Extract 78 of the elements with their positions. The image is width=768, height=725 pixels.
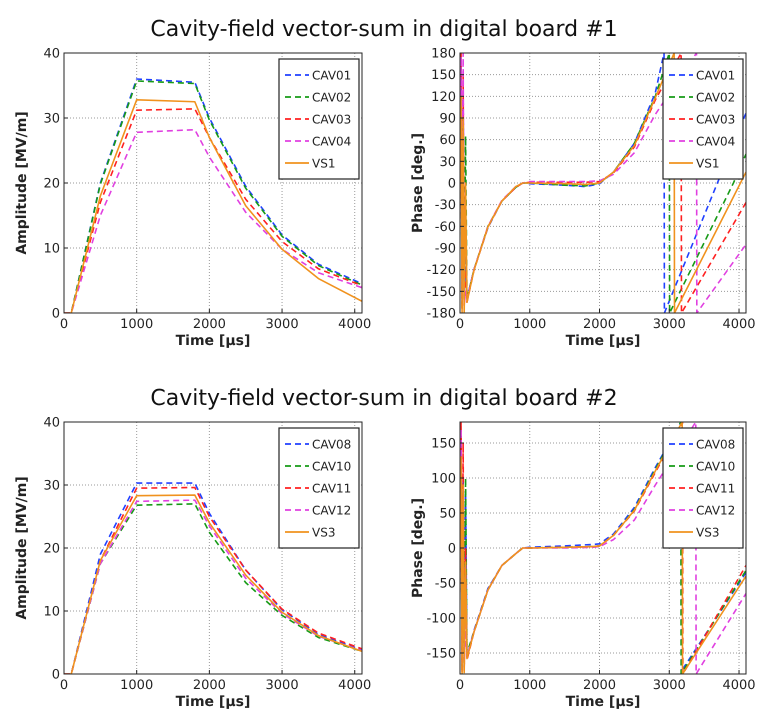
y-tick-label: -100 bbox=[426, 612, 456, 626]
legend-label: CAV02 bbox=[312, 90, 352, 104]
x-axis-title: Time [μs] bbox=[566, 333, 640, 349]
line-series bbox=[460, 53, 746, 313]
x-tick-label: 4000 bbox=[338, 317, 372, 332]
y-axis-title: Phase [deg.] bbox=[410, 132, 426, 234]
x-tick-label: 2000 bbox=[582, 317, 616, 332]
x-tick-label: 2000 bbox=[192, 317, 226, 332]
y-axis-title: Phase [deg.] bbox=[410, 498, 426, 598]
x-tick-label: 4000 bbox=[338, 678, 372, 693]
x-axis-title: Time [μs] bbox=[176, 333, 250, 349]
y-tick-label: -90 bbox=[434, 242, 456, 256]
y-tick-label: 40 bbox=[43, 416, 60, 430]
y-tick-label: -150 bbox=[426, 646, 456, 662]
y-tick-label: 60 bbox=[439, 133, 456, 148]
y-tick-label: 150 bbox=[431, 436, 456, 452]
y-axis-title: Amplitude [MV/m] bbox=[14, 111, 30, 255]
y-tick-label: -50 bbox=[434, 576, 456, 592]
legend-label: VS1 bbox=[312, 156, 336, 170]
y-tick-label: 0 bbox=[52, 306, 60, 322]
y-tick-label: -30 bbox=[434, 198, 456, 214]
legend-label: CAV03 bbox=[312, 112, 352, 126]
legend-label: VS1 bbox=[696, 156, 720, 170]
y-tick-label: -180 bbox=[426, 306, 456, 322]
x-tick-label: 2000 bbox=[192, 678, 226, 693]
legend-label: CAV04 bbox=[312, 134, 352, 148]
x-axis-title: Time [μs] bbox=[176, 694, 250, 710]
legend-label: CAV04 bbox=[696, 134, 736, 148]
y-tick-label: 90 bbox=[439, 112, 456, 126]
chart-title: Cavity-field vector-sum in digital board #2 bbox=[150, 386, 618, 411]
legend-label: CAV12 bbox=[312, 504, 352, 518]
x-tick-label: 1000 bbox=[120, 317, 154, 332]
y-tick-label: 0 bbox=[52, 668, 60, 682]
x-tick-label: 1000 bbox=[513, 678, 546, 693]
legend-label: CAV11 bbox=[312, 482, 352, 496]
y-tick-label: 20 bbox=[43, 542, 60, 556]
y-tick-label: 30 bbox=[43, 112, 60, 126]
y-tick-label: 0 bbox=[448, 176, 456, 192]
y-tick-label: 30 bbox=[43, 478, 60, 494]
x-tick-label: 1000 bbox=[513, 317, 546, 332]
y-tick-label: -120 bbox=[426, 263, 456, 278]
x-tick-label: 2000 bbox=[582, 678, 616, 693]
legend-label: CAV01 bbox=[696, 68, 736, 82]
x-tick-label: 3000 bbox=[266, 678, 299, 693]
legend-label: CAV08 bbox=[696, 438, 736, 452]
chart-title: Cavity-field vector-sum in digital board #1 bbox=[150, 17, 618, 42]
y-tick-label: -150 bbox=[426, 284, 456, 300]
legend-label: VS3 bbox=[312, 526, 336, 540]
y-tick-label: 180 bbox=[431, 46, 456, 62]
x-tick-label: 3000 bbox=[266, 317, 299, 332]
x-tick-label: 4000 bbox=[722, 678, 756, 693]
legend-label: CAV08 bbox=[312, 438, 352, 452]
y-tick-label: 10 bbox=[43, 242, 60, 256]
legend-label: CAV12 bbox=[696, 504, 736, 518]
y-tick-label: 40 bbox=[43, 46, 60, 62]
legend-label: CAV10 bbox=[696, 460, 736, 474]
legend-label: CAV01 bbox=[312, 68, 352, 82]
x-tick-label: 1000 bbox=[120, 678, 154, 693]
y-tick-label: 30 bbox=[439, 154, 456, 170]
y-tick-label: 50 bbox=[439, 506, 456, 522]
y-tick-label: 20 bbox=[43, 176, 60, 192]
y-tick-label: 100 bbox=[431, 472, 456, 486]
legend-label: VS3 bbox=[696, 526, 720, 540]
legend-label: CAV11 bbox=[696, 482, 736, 496]
x-tick-label: 4000 bbox=[722, 317, 756, 332]
y-tick-label: 0 bbox=[448, 542, 456, 556]
x-tick-label: 3000 bbox=[652, 678, 686, 693]
line-series bbox=[460, 422, 746, 674]
legend-label: CAV10 bbox=[312, 460, 352, 474]
y-tick-label: 150 bbox=[431, 68, 456, 84]
y-tick-label: 10 bbox=[43, 604, 60, 620]
y-axis-title: Amplitude [MV/m] bbox=[14, 476, 30, 620]
legend-label: CAV02 bbox=[696, 90, 736, 104]
y-tick-label: -60 bbox=[434, 220, 456, 235]
x-tick-label: 3000 bbox=[652, 317, 686, 332]
y-tick-label: 120 bbox=[431, 90, 456, 105]
x-axis-title: Time [μs] bbox=[566, 694, 640, 710]
legend-label: CAV03 bbox=[696, 112, 736, 126]
